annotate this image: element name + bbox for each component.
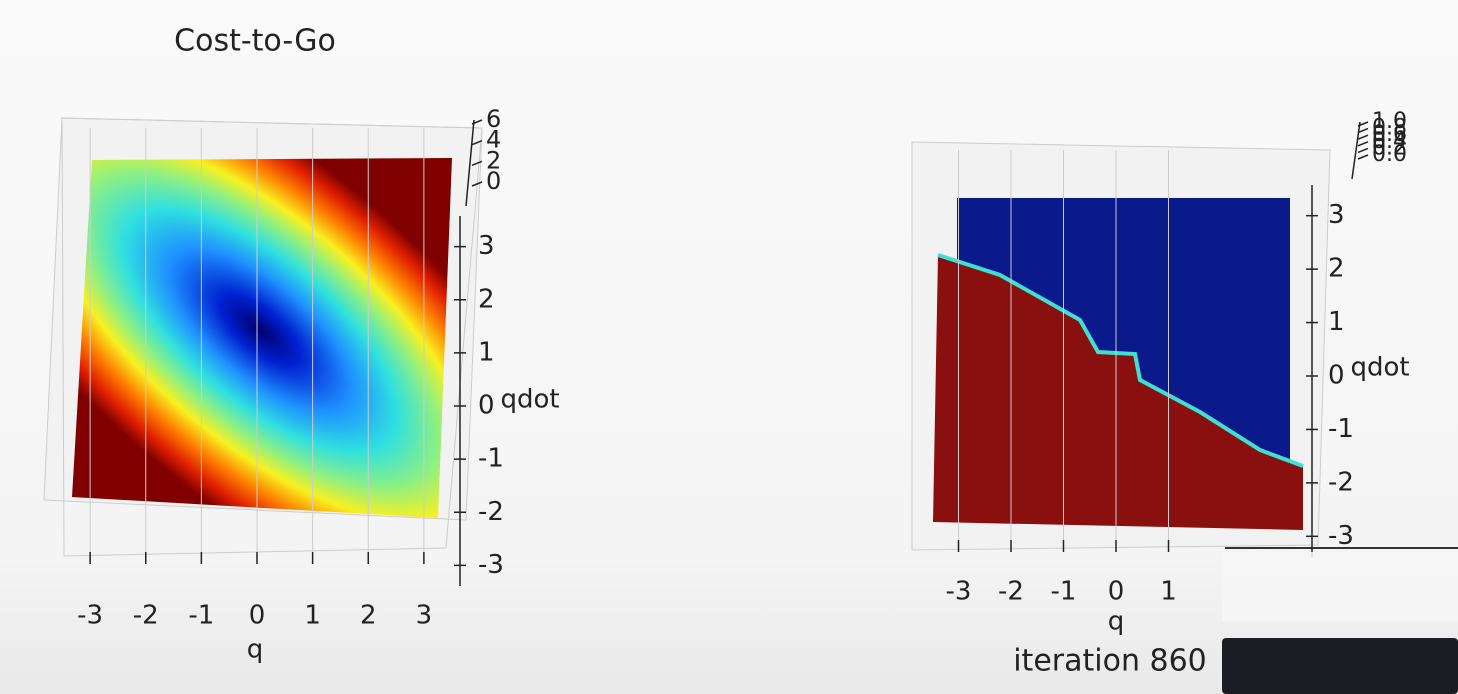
z-tick-label: 0.6 (1372, 122, 1407, 147)
y-tick-label: -2 (1328, 467, 1354, 497)
y-tick-label: -3 (478, 550, 504, 580)
z-tick-label: 4 (486, 126, 501, 154)
chart-title: iteration 860 (1013, 644, 1207, 679)
tick-mark (471, 181, 483, 187)
boundary (937, 253, 1304, 468)
y-tick-label: 2 (1328, 254, 1345, 284)
y-tick-label: -1 (478, 444, 504, 474)
y-tick-label: 0 (478, 391, 495, 421)
y-tick-label: 2 (478, 284, 495, 314)
z-axis (1351, 121, 1361, 180)
y-tick-label: 3 (478, 231, 495, 261)
x-tick-label: 3 (416, 601, 433, 631)
z-tick-label: 1.0 (1372, 109, 1407, 134)
tick-mark (471, 139, 483, 146)
y-tick-label: 0 (1328, 361, 1345, 391)
z-axis (465, 119, 475, 207)
x-tick-label: -2 (998, 577, 1024, 607)
tick-mark (1357, 134, 1369, 140)
x-tick-label: 1 (304, 601, 321, 631)
surface-fill (72, 158, 452, 518)
tick-mark (471, 160, 483, 167)
z-tick-label: 6 (486, 105, 501, 133)
x-tick-label: 1 (1160, 577, 1177, 607)
x-tick-label: -3 (77, 601, 103, 631)
surface (72, 158, 452, 518)
z-tick-label: 0.4 (1372, 129, 1407, 154)
z-tick-label: 0.2 (1372, 135, 1407, 160)
overlay-fade (1222, 552, 1458, 622)
x-tick-label: -3 (946, 577, 972, 607)
x-tick-label: -2 (133, 601, 159, 631)
video-overlay (1222, 638, 1458, 694)
axes-pane (61, 117, 483, 557)
tick-mark (1357, 147, 1369, 154)
surface-region (933, 255, 1303, 530)
x-tick-label: 2 (360, 601, 377, 631)
z-tick-label: 0.8 (1372, 116, 1407, 141)
tick-mark (1357, 141, 1369, 147)
chart-title: Cost-to-Go (174, 24, 336, 59)
tick-mark (1357, 127, 1369, 134)
x-tick-label: 0 (249, 601, 266, 631)
z-tick-label: 0.0 (1372, 142, 1407, 167)
y-tick-label: -3 (1328, 521, 1354, 551)
x-tick-label: 0 (1108, 577, 1125, 607)
tick-mark (1357, 154, 1369, 160)
x-axis-label: q (247, 635, 264, 665)
y-tick-label: -1 (1328, 414, 1354, 444)
x-axis-label: q (1108, 607, 1125, 637)
y-axis-label: qdot (500, 385, 559, 415)
z-tick-label: 0 (486, 167, 501, 195)
z-tick-label: 2 (486, 146, 501, 174)
y-tick-label: 1 (478, 337, 495, 367)
y-axis-label: qdot (1350, 353, 1409, 383)
y-tick-label: -2 (478, 497, 504, 527)
y-tick-label: 1 (1328, 307, 1345, 337)
x-tick-label: -1 (188, 601, 214, 631)
x-tick-label: -1 (1051, 577, 1077, 607)
y-tick-label: 3 (1328, 200, 1345, 230)
